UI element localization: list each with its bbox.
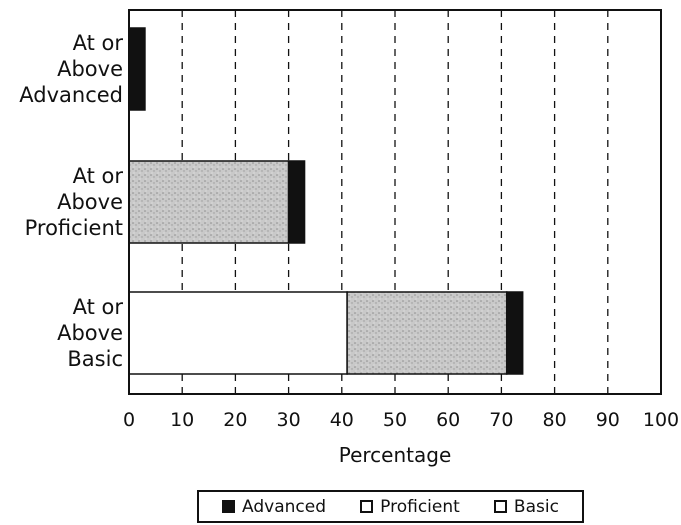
category-label-0-line-1: Above	[57, 57, 123, 81]
category-label-1-line-1: Above	[57, 190, 123, 214]
bar-segment-proficient-1	[128, 160, 290, 244]
x-tick-label-40: 40	[330, 409, 354, 431]
category-label-2-line-2: Basic	[67, 347, 123, 371]
legend-item-basic: Basic	[493, 496, 559, 517]
x-tick-label-10: 10	[170, 409, 194, 431]
category-label-2-line-1: Above	[57, 321, 123, 345]
bar-segment-advanced-2	[505, 291, 524, 375]
x-tick-label-90: 90	[596, 409, 620, 431]
x-tick-label-50: 50	[383, 409, 407, 431]
x-axis-label: Percentage	[339, 443, 452, 467]
legend-swatch-advanced	[222, 500, 236, 513]
legend-swatch-basic	[493, 500, 507, 513]
x-tick-label-70: 70	[489, 409, 513, 431]
x-tick-label-30: 30	[277, 409, 301, 431]
stacked-bar-chart: 0 10 20 30 40 50 60 70 80 90 100 At orAboveAdvance…	[19, 9, 679, 467]
category-label-1-line-2: Proficient	[25, 216, 123, 240]
x-tick-label-0: 0	[123, 409, 135, 431]
x-tick-label-100: 100	[643, 409, 679, 431]
bar-segment-proficient-2	[346, 291, 508, 375]
legend-label-advanced: Advanced	[242, 496, 327, 517]
category-label-2-line-0: At or	[73, 295, 124, 319]
category-label-0-line-2: Advanced	[19, 83, 123, 107]
bars	[128, 27, 524, 375]
category-label-0-line-0: At or	[73, 31, 124, 55]
legend-swatch-proficient	[360, 500, 374, 513]
plot-frame	[128, 9, 662, 395]
bar-segment-basic-2	[128, 291, 348, 375]
bar-segment-advanced-1	[287, 160, 306, 244]
legend: Advanced Proficient Basic	[197, 490, 584, 523]
category-label-1-line-0: At or	[73, 164, 124, 188]
x-tick-label-60: 60	[436, 409, 460, 431]
legend-item-advanced: Advanced	[222, 497, 326, 517]
x-tick-label-80: 80	[543, 409, 567, 431]
legend-label-proficient: Proficient	[380, 496, 460, 517]
legend-label-basic: Basic	[513, 496, 559, 517]
legend-item-proficient: Proficient	[360, 497, 460, 517]
x-axis-ticks: 0 10 20 30 40 50 60 70 80 90 100	[123, 409, 679, 431]
x-tick-label-20: 20	[223, 409, 247, 431]
bar-segment-advanced-0	[128, 27, 146, 111]
